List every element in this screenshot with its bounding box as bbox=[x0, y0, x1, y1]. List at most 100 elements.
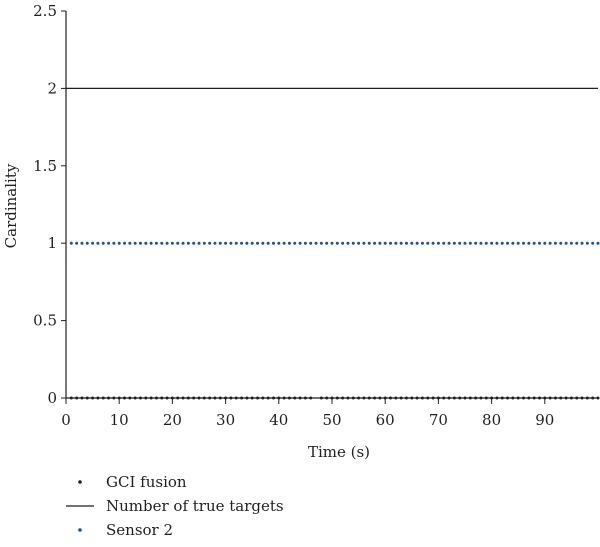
data-point bbox=[420, 241, 424, 245]
x-tick-label: 50 bbox=[322, 411, 341, 429]
data-point bbox=[362, 241, 366, 245]
data-point bbox=[319, 241, 323, 245]
y-axis-title: Cardinality bbox=[2, 163, 20, 248]
data-point bbox=[474, 241, 478, 245]
y-tick-label: 0 bbox=[47, 389, 57, 407]
data-point bbox=[287, 241, 291, 245]
axes: 0 0.5 1 1.5 2 2.5 0 10 20 30 40 50 60 70 80 90 bbox=[33, 2, 598, 429]
data-point bbox=[383, 241, 387, 245]
data-point bbox=[144, 241, 148, 245]
y-tick-label: 1.5 bbox=[33, 157, 57, 175]
data-point bbox=[80, 241, 84, 245]
data-point bbox=[500, 241, 504, 245]
data-point bbox=[240, 241, 244, 245]
data-point bbox=[351, 241, 355, 245]
data-point bbox=[357, 241, 361, 245]
data-point bbox=[399, 241, 403, 245]
legend-item: Number of true targets bbox=[66, 497, 284, 515]
data-point bbox=[75, 241, 79, 245]
data-point bbox=[479, 241, 483, 245]
legend: GCI fusion Number of true targets Sensor 2 bbox=[66, 473, 284, 539]
y-tick-label: 2.5 bbox=[33, 2, 57, 20]
data-point bbox=[91, 241, 95, 245]
data-point bbox=[229, 241, 233, 245]
data-point bbox=[373, 241, 377, 245]
x-tick-label: 0 bbox=[61, 411, 71, 429]
data-point bbox=[431, 241, 435, 245]
data-point bbox=[452, 241, 456, 245]
data-point bbox=[442, 241, 446, 245]
data-point bbox=[463, 241, 467, 245]
data-point bbox=[378, 241, 382, 245]
data-point bbox=[585, 241, 589, 245]
data-point bbox=[394, 241, 398, 245]
data-point bbox=[458, 241, 462, 245]
data-point bbox=[160, 241, 164, 245]
data-point bbox=[165, 241, 169, 245]
data-point bbox=[490, 241, 494, 245]
x-tick-label: 60 bbox=[376, 411, 395, 429]
legend-label: Sensor 2 bbox=[106, 521, 173, 539]
data-point bbox=[516, 241, 520, 245]
x-tick-label: 80 bbox=[482, 411, 501, 429]
data-point bbox=[575, 241, 579, 245]
data-point bbox=[218, 241, 222, 245]
data-point bbox=[325, 241, 329, 245]
data-point bbox=[522, 241, 526, 245]
data-point bbox=[309, 241, 313, 245]
data-point bbox=[596, 241, 600, 245]
x-tick-label: 20 bbox=[163, 411, 182, 429]
legend-item: GCI fusion bbox=[78, 473, 187, 491]
data-point bbox=[192, 241, 196, 245]
data-point bbox=[410, 241, 414, 245]
data-point bbox=[154, 241, 158, 245]
data-point bbox=[564, 241, 568, 245]
data-point bbox=[495, 241, 499, 245]
data-point bbox=[580, 241, 584, 245]
legend-dot-swatch bbox=[78, 480, 82, 484]
data-point bbox=[69, 241, 73, 245]
data-point bbox=[506, 241, 510, 245]
data-point bbox=[85, 241, 89, 245]
data-point bbox=[117, 241, 121, 245]
data-point bbox=[527, 241, 531, 245]
data-point bbox=[367, 241, 371, 245]
data-point bbox=[335, 241, 339, 245]
data-point bbox=[197, 241, 201, 245]
data-point bbox=[202, 241, 206, 245]
data-point bbox=[250, 241, 254, 245]
x-tick-label: 90 bbox=[535, 411, 554, 429]
x-tick-label: 10 bbox=[110, 411, 129, 429]
data-point bbox=[282, 241, 286, 245]
x-axis-title: Time (s) bbox=[308, 443, 370, 461]
x-tick-label: 70 bbox=[429, 411, 448, 429]
data-point bbox=[341, 241, 345, 245]
data-point bbox=[234, 241, 238, 245]
y-tick-label: 0.5 bbox=[33, 312, 57, 330]
data-point bbox=[548, 241, 552, 245]
data-point bbox=[176, 241, 180, 245]
data-point bbox=[186, 241, 190, 245]
data-point bbox=[543, 241, 547, 245]
data-point bbox=[128, 241, 132, 245]
data-point bbox=[245, 241, 249, 245]
data-point bbox=[277, 241, 281, 245]
data-point bbox=[436, 241, 440, 245]
data-point bbox=[224, 241, 228, 245]
data-point bbox=[314, 241, 318, 245]
data-point bbox=[298, 241, 302, 245]
data-point bbox=[532, 241, 536, 245]
series-sensor-2 bbox=[69, 241, 600, 245]
data-point bbox=[303, 241, 307, 245]
data-point bbox=[112, 241, 116, 245]
data-point bbox=[256, 241, 260, 245]
data-point bbox=[330, 241, 334, 245]
data-point bbox=[149, 241, 153, 245]
data-point bbox=[537, 241, 541, 245]
y-tick-label: 2 bbox=[47, 79, 57, 97]
data-point bbox=[404, 241, 408, 245]
data-point bbox=[569, 241, 573, 245]
plot-area bbox=[66, 87, 600, 400]
data-point bbox=[293, 241, 297, 245]
